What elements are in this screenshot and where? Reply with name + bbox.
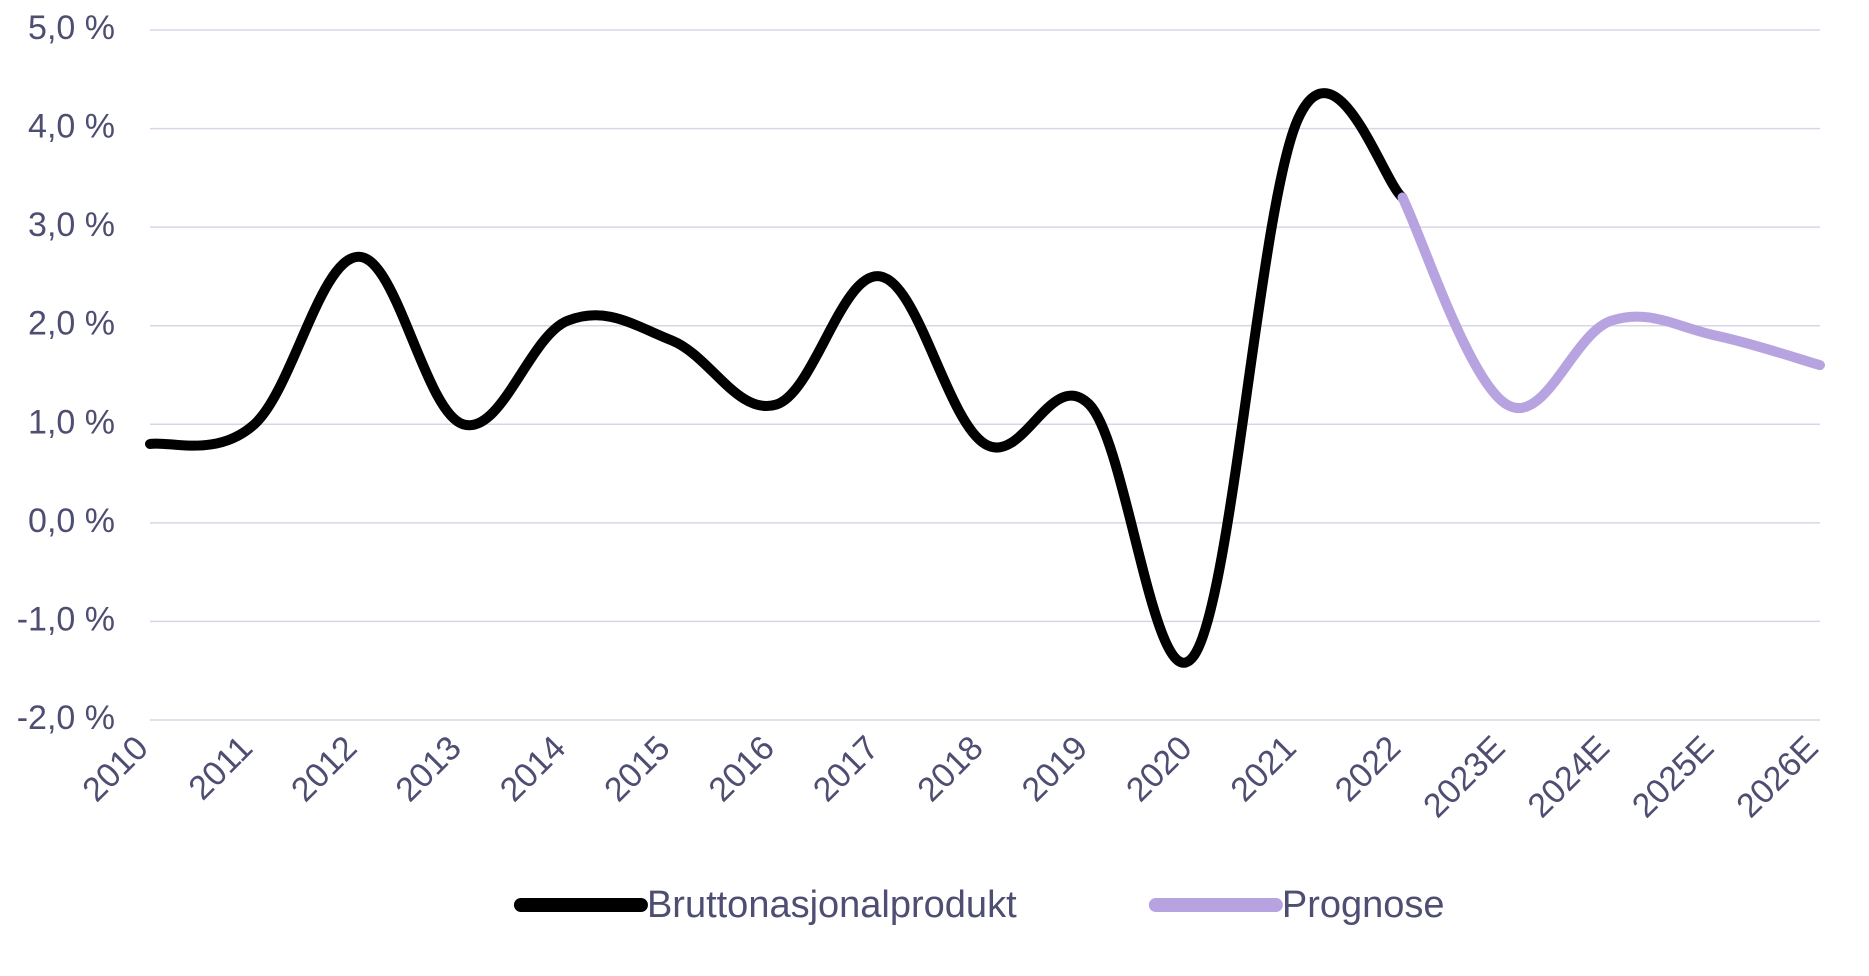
y-tick-label: 3,0 %: [28, 206, 115, 244]
legend: Bruttonasjonalprodukt Prognose: [521, 884, 1445, 926]
gdp-line-chart: -2,0 % -1,0 % 0,0 % 1,0 % 2,0 % 3,0 % 4,0 % 5,0…: [0, 0, 1869, 976]
x-tick-label: 2010: [75, 729, 155, 809]
x-tick-label: 2015: [597, 729, 677, 809]
gridlines: [150, 30, 1820, 720]
x-tick-label: 2020: [1119, 729, 1199, 809]
y-tick-label: 2,0 %: [28, 305, 115, 343]
x-tick-label: 2012: [284, 729, 364, 809]
series-group: [150, 93, 1820, 663]
y-tick-label: 5,0 %: [28, 9, 115, 47]
x-tick-label: 2017: [806, 729, 886, 809]
x-tick-label: 2013: [388, 729, 468, 809]
x-tick-label: 2025E: [1625, 729, 1721, 825]
chart-svg: -2,0 % -1,0 % 0,0 % 1,0 % 2,0 % 3,0 % 4,0 % 5,0…: [0, 0, 1869, 976]
x-tick-label: 2021: [1223, 729, 1303, 809]
x-tick-label: 2018: [910, 729, 990, 809]
y-tick-label: -2,0 %: [17, 699, 115, 737]
x-tick-label: 2023E: [1416, 729, 1512, 825]
x-tick-label: 2022: [1328, 729, 1408, 809]
x-tick-label: 2016: [702, 729, 782, 809]
y-axis-labels: -2,0 % -1,0 % 0,0 % 1,0 % 2,0 % 3,0 % 4,0 % 5,0…: [17, 9, 115, 737]
legend-label: Bruttonasjonalprodukt: [647, 884, 1017, 926]
x-tick-label: 2014: [493, 729, 573, 809]
x-tick-label: 2024E: [1521, 729, 1617, 825]
series-prognose: [1403, 198, 1821, 408]
x-axis-labels: 2010 2011 2012 2013 2014 2015 2016 2017 2018 2019…: [75, 729, 1825, 825]
y-tick-label: -1,0 %: [17, 600, 115, 638]
series-bnp: [150, 93, 1403, 663]
y-tick-label: 0,0 %: [28, 502, 115, 540]
x-tick-label: 2019: [1015, 729, 1095, 809]
legend-label: Prognose: [1282, 884, 1445, 926]
y-tick-label: 1,0 %: [28, 403, 115, 441]
x-tick-label: 2026E: [1729, 729, 1825, 825]
y-tick-label: 4,0 %: [28, 108, 115, 146]
x-tick-label: 2011: [181, 729, 260, 808]
